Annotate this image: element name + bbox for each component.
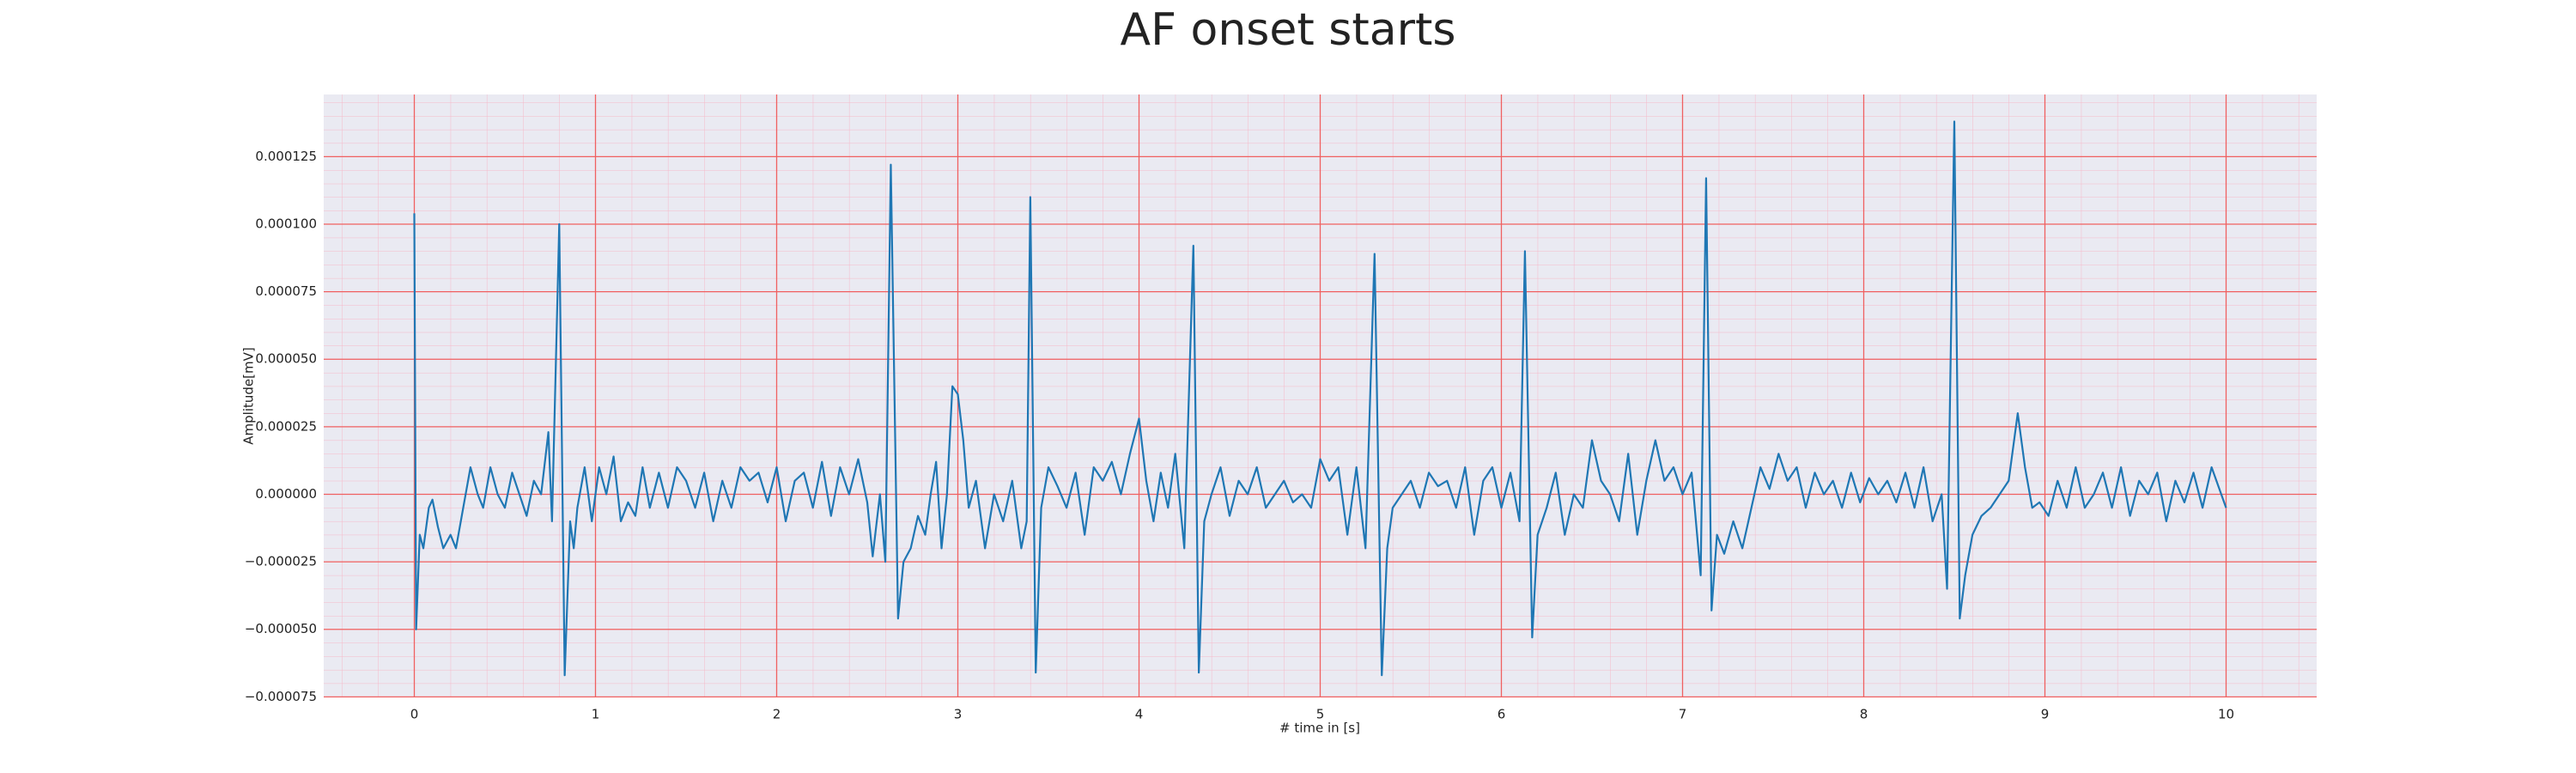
y-tick-label: 0.000100 (255, 216, 317, 231)
y-tick-label: 0.000050 (255, 351, 317, 367)
y-tick-label: −0.000075 (245, 689, 317, 704)
x-tick-label: 5 (1316, 707, 1325, 722)
x-tick-label: 8 (1860, 707, 1868, 722)
y-tick-label: 0.000125 (255, 149, 317, 164)
x-axis-label: # time in [s] (1279, 721, 1360, 736)
chart-title: AF onset starts (1121, 4, 1456, 56)
x-tick-label: 0 (410, 707, 419, 722)
x-tick-label: 10 (2218, 707, 2234, 722)
y-axis-label: Amplitude[mV] (241, 347, 257, 444)
x-tick-label: 6 (1498, 707, 1506, 722)
y-tick-label: −0.000050 (245, 621, 317, 636)
x-tick-label: 7 (1679, 707, 1687, 722)
x-tick-label: 2 (773, 707, 781, 722)
x-tick-label: 4 (1135, 707, 1144, 722)
x-tick-label: 9 (2041, 707, 2050, 722)
x-tick-label: 1 (592, 707, 600, 722)
y-tick-label: 0.000075 (255, 283, 317, 299)
x-tick-label: 3 (954, 707, 963, 722)
y-tick-label: 0.000000 (255, 486, 317, 502)
ecg-line (413, 120, 2227, 677)
y-tick-label: 0.000025 (255, 418, 317, 434)
y-tick-label: −0.000025 (245, 554, 317, 569)
